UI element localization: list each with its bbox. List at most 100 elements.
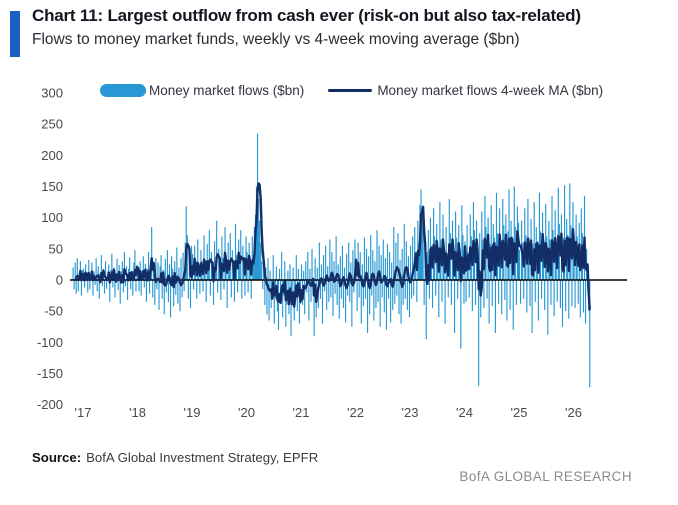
flow-bar bbox=[300, 264, 303, 280]
flow-bar bbox=[290, 280, 292, 337]
flow-bar bbox=[353, 280, 355, 293]
flow-bar bbox=[169, 280, 172, 318]
bar-series-swatch bbox=[100, 84, 146, 97]
flow-bar bbox=[321, 280, 324, 324]
flow-bar bbox=[80, 280, 83, 296]
flow-bar bbox=[154, 280, 156, 305]
flow-bar bbox=[147, 251, 150, 280]
flow-bar bbox=[197, 239, 199, 280]
flow-bar bbox=[168, 264, 171, 280]
flow-bar bbox=[480, 280, 482, 318]
flow-bar bbox=[568, 280, 570, 319]
flow-bar bbox=[368, 256, 370, 280]
flow-bar bbox=[512, 280, 514, 330]
x-tick-label: '24 bbox=[456, 405, 473, 420]
flow-bar bbox=[335, 236, 337, 280]
flow-bar bbox=[340, 280, 342, 299]
flow-bar bbox=[380, 255, 382, 280]
flow-bar bbox=[116, 258, 118, 280]
legend-item-ma: Money market flows 4-week MA ($bn) bbox=[328, 83, 603, 98]
flow-bar bbox=[444, 280, 446, 324]
flow-bar bbox=[277, 280, 280, 330]
flow-bar bbox=[210, 251, 212, 280]
flow-bar bbox=[382, 239, 384, 280]
flow-bar bbox=[479, 233, 481, 280]
flow-bar bbox=[384, 258, 386, 280]
flow-bar bbox=[565, 280, 567, 312]
flow-bar bbox=[278, 268, 281, 280]
flow-bar bbox=[284, 261, 286, 280]
flow-bar bbox=[166, 250, 168, 280]
flow-bar bbox=[450, 280, 452, 305]
flow-bar bbox=[304, 280, 306, 315]
flow-bar bbox=[190, 245, 193, 280]
flow-bar bbox=[398, 280, 400, 315]
flow-bar bbox=[143, 280, 145, 288]
flow-bar bbox=[273, 280, 275, 324]
flow-bar bbox=[121, 261, 123, 280]
chart-title: Chart 11: Largest outflow from cash ever… bbox=[32, 6, 581, 25]
source-label: Source: bbox=[32, 450, 82, 465]
y-tick-label: -50 bbox=[44, 304, 63, 319]
flow-bar bbox=[173, 280, 175, 307]
legend-item-bars: Money market flows ($bn) bbox=[100, 83, 304, 98]
y-tick-label: -150 bbox=[37, 366, 63, 381]
flow-bar bbox=[207, 268, 209, 280]
flow-bar bbox=[264, 280, 266, 305]
flow-bar bbox=[242, 245, 244, 280]
y-tick-label: 150 bbox=[41, 179, 63, 194]
y-tick-label: 300 bbox=[41, 86, 63, 101]
flow-bar bbox=[73, 280, 75, 290]
flow-bar bbox=[101, 280, 103, 287]
flow-bar bbox=[400, 280, 402, 324]
flow-bar bbox=[365, 248, 368, 280]
flow-bar bbox=[218, 248, 220, 280]
flow-bar bbox=[579, 280, 581, 318]
flow-bar bbox=[163, 280, 165, 315]
flow-bar bbox=[508, 189, 510, 280]
flow-bar bbox=[338, 280, 340, 319]
flow-bar bbox=[471, 280, 473, 312]
flow-bar bbox=[547, 280, 549, 335]
flow-bar bbox=[385, 280, 387, 330]
flow-bar bbox=[448, 198, 450, 280]
flow-bar bbox=[269, 270, 271, 280]
flow-bar bbox=[494, 280, 496, 333]
flow-bar bbox=[369, 280, 371, 315]
y-tick-label: 0 bbox=[56, 273, 63, 288]
flow-bar bbox=[393, 227, 395, 280]
flow-bar bbox=[461, 205, 463, 280]
flow-bar bbox=[557, 187, 559, 280]
flow-bar bbox=[517, 222, 520, 280]
flow-bar bbox=[94, 280, 96, 285]
flow-bar bbox=[371, 280, 373, 296]
x-tick-label: '22 bbox=[347, 405, 364, 420]
flow-bar bbox=[336, 280, 338, 305]
flow-bar bbox=[342, 280, 345, 309]
flow-bar bbox=[339, 256, 341, 280]
flow-bar bbox=[241, 280, 243, 299]
flow-bar bbox=[175, 280, 177, 295]
flow-bar bbox=[160, 255, 162, 280]
flow-bar bbox=[564, 185, 566, 280]
flow-bar bbox=[259, 220, 261, 280]
flow-bar bbox=[140, 280, 142, 296]
flow-bar bbox=[428, 280, 430, 299]
flow-bar bbox=[412, 236, 414, 280]
flow-bar bbox=[203, 235, 205, 280]
flow-bar bbox=[358, 280, 360, 298]
flow-bar bbox=[381, 280, 383, 298]
flow-bar bbox=[526, 280, 528, 313]
flow-bar bbox=[366, 280, 369, 333]
flow-bar bbox=[124, 280, 127, 287]
flow-bar bbox=[486, 280, 488, 299]
flow-bar bbox=[481, 211, 483, 280]
flow-bar bbox=[374, 261, 376, 280]
flow-bar bbox=[189, 280, 192, 309]
flow-bar bbox=[234, 223, 237, 280]
flow-bar bbox=[171, 256, 173, 280]
flow-bar bbox=[360, 280, 362, 324]
flow-bar bbox=[582, 280, 585, 313]
flow-bar bbox=[209, 280, 211, 296]
